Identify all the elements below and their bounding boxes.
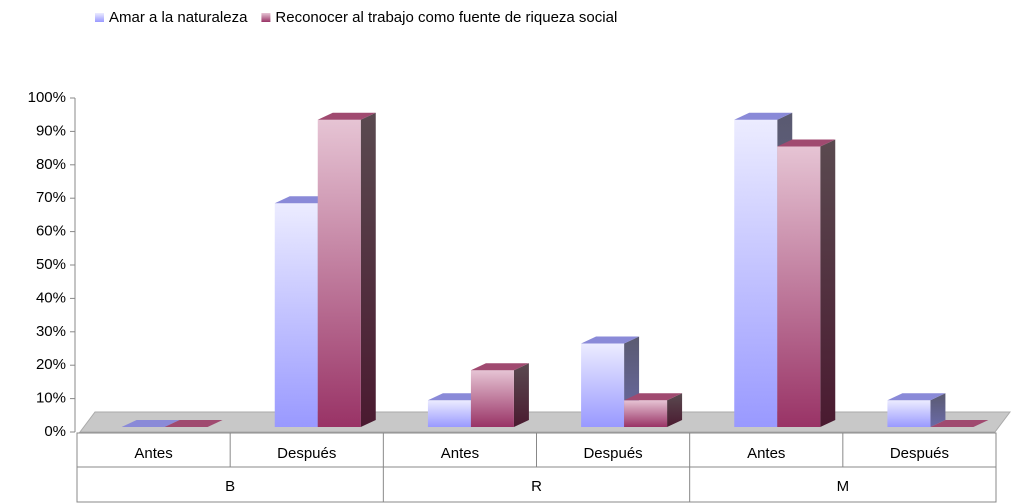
y-tick-label: 30% [36, 323, 66, 340]
bar-top [777, 139, 836, 147]
bar-top [470, 363, 529, 371]
x-tick-label: Antes [441, 445, 479, 462]
group-label: B [225, 478, 235, 495]
bar-top [930, 420, 989, 427]
legend-label: Reconocer al trabajo como fuente de riqu… [275, 9, 617, 26]
y-tick-label: 40% [36, 289, 66, 306]
x-tick-label: Después [277, 445, 336, 462]
y-tick-label: 100% [28, 89, 66, 106]
x-tick-label: Antes [747, 445, 785, 462]
bar [581, 343, 625, 427]
x-tick-label: Después [890, 445, 949, 462]
legend-label: Amar a la naturaleza [109, 9, 248, 26]
y-tick-label: 0% [44, 423, 66, 440]
legend-swatch [261, 13, 271, 22]
bar-top [121, 420, 180, 427]
group-label: R [531, 478, 542, 495]
bar-top [887, 393, 946, 401]
y-tick-label: 70% [36, 189, 66, 206]
y-tick-label: 60% [36, 223, 66, 240]
y-tick-label: 90% [36, 122, 66, 139]
bar-side [820, 139, 836, 427]
y-tick-label: 10% [36, 390, 66, 407]
group-label: M [837, 478, 850, 495]
bar [777, 146, 821, 427]
bar-side [360, 112, 376, 427]
x-tick-label: Después [583, 445, 642, 462]
legend-swatch [95, 13, 104, 22]
bar [317, 119, 361, 427]
bar-side [667, 393, 683, 427]
bar [274, 203, 318, 427]
bar-side [513, 363, 529, 427]
bar-top [624, 393, 683, 401]
x-tick-label: Antes [134, 445, 172, 462]
bar [734, 119, 778, 427]
bar-top [164, 420, 223, 427]
y-tick-label: 80% [36, 156, 66, 173]
bar-side [930, 393, 946, 427]
bar-top [734, 112, 793, 120]
y-tick-label: 20% [36, 356, 66, 373]
bar [427, 400, 471, 427]
bar-top [581, 336, 640, 344]
bar-top [317, 112, 376, 120]
bar [624, 400, 668, 427]
bar [887, 400, 931, 427]
y-tick-label: 50% [36, 256, 66, 273]
bar [470, 370, 514, 427]
floor [79, 411, 1011, 433]
